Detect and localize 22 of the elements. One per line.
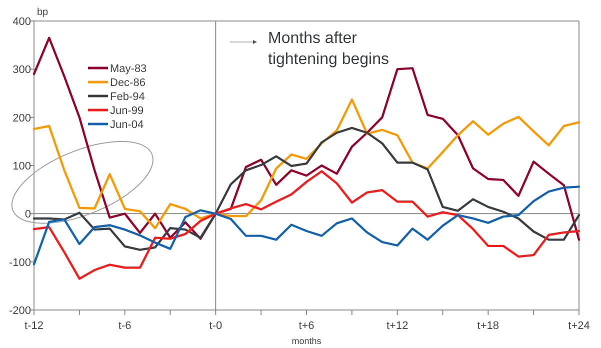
legend-label: Jun-99 (110, 105, 144, 117)
x-tick-label: t+18 (477, 320, 500, 332)
x-tick-label: t+24 (568, 320, 590, 332)
x-tick-label: t-0 (209, 320, 222, 332)
y-axis-title: bp (37, 7, 49, 18)
legend-label: Feb-94 (110, 91, 145, 103)
x-tick-label: t-12 (24, 320, 44, 332)
y-tick-label: 400 (12, 16, 31, 28)
legend-label: Jun-04 (110, 119, 144, 131)
x-tick-label: t-6 (118, 320, 132, 332)
y-tick-label: 300 (12, 64, 31, 76)
legend-label: Dec-86 (110, 77, 146, 89)
y-tick-label: -100 (8, 256, 31, 269)
y-tick-label: -200 (8, 305, 31, 317)
x-tick-label: t+6 (298, 320, 314, 332)
annotation: Months after tightening begins (268, 30, 389, 68)
legend-label: May-83 (110, 63, 147, 75)
y-tick-label: 0 (24, 208, 31, 221)
y-tick-label: 200 (12, 112, 31, 124)
y-tick-label: 100 (12, 160, 31, 172)
x-axis-title: months (292, 336, 322, 346)
x-tick-label: t+12 (386, 320, 408, 332)
